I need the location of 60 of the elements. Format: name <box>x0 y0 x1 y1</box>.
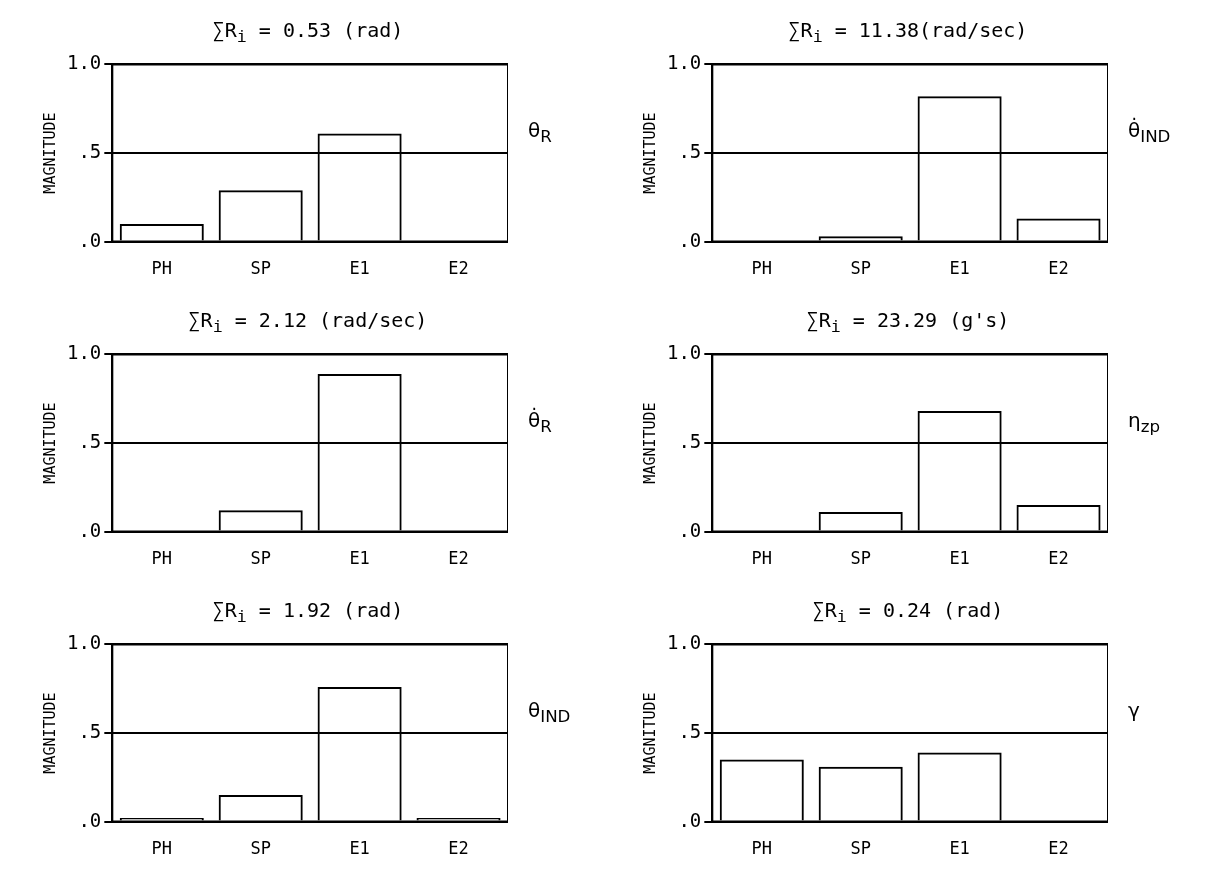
y-tick-label: .0 <box>678 518 702 541</box>
y-tick-label: .5 <box>678 429 702 452</box>
x-tick-label: PH <box>151 258 173 279</box>
y-tick-label: .0 <box>78 808 102 831</box>
x-tick-label: E2 <box>448 258 469 279</box>
x-tick-label: E1 <box>949 548 970 569</box>
x-tick-label: E2 <box>1048 838 1069 859</box>
y-tick-label: .5 <box>78 139 102 162</box>
x-tick-label: SP <box>850 838 871 859</box>
chart-title: ∑R$_{i}$ = 11.38(rad/sec) <box>787 18 1029 46</box>
x-tick-label: E1 <box>949 258 970 279</box>
chart-title: ∑R$_{i}$ = 0.53 (rad) <box>211 18 405 46</box>
x-tick-label: E2 <box>448 838 469 859</box>
x-tick-label: PH <box>751 548 773 569</box>
y-tick-label: .5 <box>678 139 702 162</box>
y-tick-label: 1.0 <box>66 341 102 364</box>
y-tick-label: .5 <box>78 429 102 452</box>
y-tick-label: .0 <box>678 228 702 251</box>
y2-axis-title: θ$_{R}$ <box>528 118 552 146</box>
y-tick-label: .0 <box>678 808 702 831</box>
y-tick-label: 1.0 <box>666 51 702 74</box>
y-axis-title: MAGNITUDE <box>640 112 659 194</box>
x-tick-label: PH <box>751 838 773 859</box>
y-tick-label: 1.0 <box>66 51 102 74</box>
chart-title: ∑R$_{i}$ = 0.24 (rad) <box>811 598 1005 626</box>
x-tick-label: SP <box>850 258 871 279</box>
x-tick-label: SP <box>250 258 271 279</box>
y-tick-label: .5 <box>678 719 702 742</box>
y2-axis-title: θ̇$_{IND}$ <box>1128 118 1171 146</box>
x-tick-label: SP <box>250 838 271 859</box>
y-tick-label: .0 <box>78 518 102 541</box>
x-tick-label: E1 <box>349 258 370 279</box>
y2-axis-title: γ <box>1128 698 1140 722</box>
x-tick-label: E2 <box>1048 548 1069 569</box>
y-axis-title: MAGNITUDE <box>40 402 59 484</box>
chart-title: ∑R$_{i}$ = 23.29 (g's) <box>805 308 1011 336</box>
x-tick-label: E1 <box>349 838 370 859</box>
x-tick-label: E2 <box>1048 258 1069 279</box>
chart-title: ∑R$_{i}$ = 2.12 (rad/sec) <box>187 308 429 336</box>
x-tick-label: SP <box>850 548 871 569</box>
x-tick-label: PH <box>751 258 773 279</box>
x-tick-label: E1 <box>949 838 970 859</box>
y-axis-title: MAGNITUDE <box>40 692 59 774</box>
x-tick-label: E2 <box>448 548 469 569</box>
y-tick-label: .5 <box>78 719 102 742</box>
x-tick-label: PH <box>151 838 173 859</box>
x-tick-label: PH <box>151 548 173 569</box>
y-tick-label: .0 <box>78 228 102 251</box>
x-tick-label: E1 <box>349 548 370 569</box>
y-tick-label: 1.0 <box>666 631 702 654</box>
y-axis-title: MAGNITUDE <box>40 112 59 194</box>
y-tick-label: 1.0 <box>666 341 702 364</box>
y-axis-title: MAGNITUDE <box>640 402 659 484</box>
y-tick-label: 1.0 <box>66 631 102 654</box>
y2-axis-title: η$_{zp}$ <box>1128 408 1161 436</box>
x-tick-label: SP <box>250 548 271 569</box>
y2-axis-title: θ̇$_{R}$ <box>528 408 552 436</box>
chart-title: ∑R$_{i}$ = 1.92 (rad) <box>211 598 405 626</box>
y-axis-title: MAGNITUDE <box>640 692 659 774</box>
y2-axis-title: θ$_{IND}$ <box>528 698 571 726</box>
